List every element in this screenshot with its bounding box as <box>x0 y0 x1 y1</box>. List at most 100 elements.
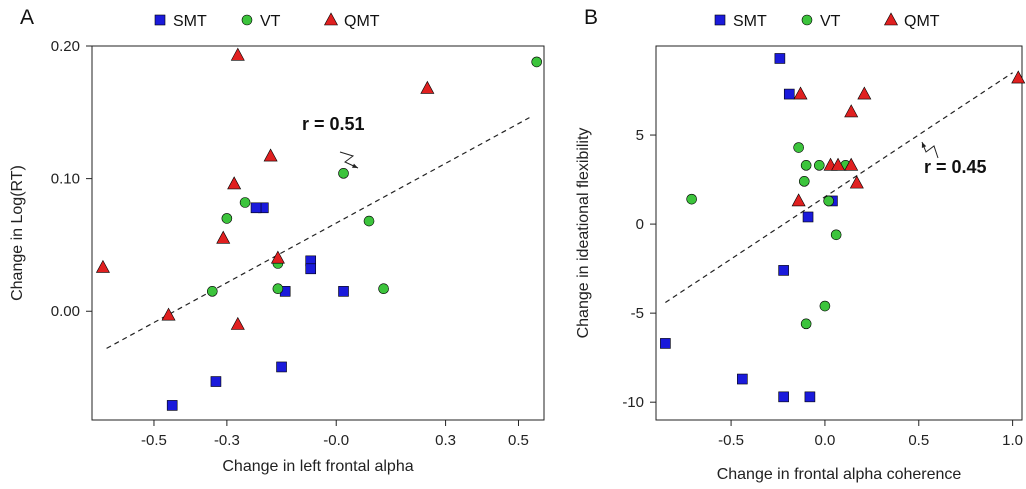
data-point-qmt <box>844 104 859 118</box>
data-point-vt <box>239 197 251 208</box>
plot-frame <box>91 45 545 421</box>
data-point-smt <box>305 263 317 275</box>
data-point-qmt <box>95 259 110 273</box>
data-point-smt <box>778 265 789 276</box>
legend-label-smt: SMT <box>173 13 207 30</box>
series-qmt <box>791 70 1026 207</box>
legend-marker-qmt <box>323 12 339 26</box>
panel-a: A SMT VT QMT -0.5 -0.3 -0.0 0.3 0.5 0.00 0.10 0.20 C… <box>9 6 545 475</box>
data-point-vt <box>800 160 812 171</box>
legend-marker-qmt <box>883 12 899 26</box>
legend-marker-smt <box>714 14 726 26</box>
data-point-vt <box>221 213 233 224</box>
legend-label-qmt: QMT <box>904 13 940 30</box>
data-point-qmt <box>230 316 245 330</box>
legend: SMT VT QMT <box>714 12 940 30</box>
data-point-smt <box>338 286 349 297</box>
data-point-vt <box>823 195 834 207</box>
x-tick-label: -0.3 <box>214 432 240 449</box>
series-vt <box>206 56 543 297</box>
legend-marker-vt <box>241 14 253 26</box>
x-tick-label: 0.5 <box>908 432 929 449</box>
annotation-arrow <box>339 151 359 169</box>
data-point-smt <box>778 391 789 403</box>
data-point-vt <box>813 160 825 171</box>
data-point-qmt <box>1011 70 1026 84</box>
x-tick-label: 0.3 <box>435 432 456 449</box>
data-point-vt <box>272 283 284 295</box>
data-point-smt <box>660 338 671 349</box>
annotation-arrow <box>921 141 939 159</box>
data-point-qmt <box>270 250 285 264</box>
legend-label-vt: VT <box>820 13 841 30</box>
data-point-qmt <box>849 175 864 189</box>
panel-letter: A <box>20 6 34 29</box>
panel-b: B SMT VT QMT -0.5 0.0 0.5 1.0 -10 -5 0 5 Change in f… <box>575 6 1026 483</box>
legend-marker-vt <box>801 14 813 26</box>
data-point-vt <box>819 300 831 312</box>
x-tick-label: -0.0 <box>323 432 349 449</box>
x-tick-label: -0.5 <box>718 432 744 449</box>
legend-marker-smt <box>154 14 166 26</box>
x-axis-title: Change in frontal alpha coherence <box>717 466 962 483</box>
data-point-qmt <box>791 193 806 207</box>
y-tick-label: 5 <box>636 127 644 144</box>
data-point-vt <box>793 142 804 153</box>
data-point-smt <box>774 53 786 64</box>
data-point-vt <box>363 215 375 227</box>
data-point-smt <box>276 361 287 373</box>
data-point-smt <box>250 202 262 214</box>
data-point-smt <box>783 88 795 100</box>
annotation-arrowhead <box>921 142 927 148</box>
data-point-qmt <box>844 157 859 171</box>
data-point-vt <box>686 193 697 205</box>
x-tick-label: 0.0 <box>814 432 835 449</box>
data-point-qmt <box>216 230 231 244</box>
data-point-vt <box>800 318 812 330</box>
data-point-vt <box>206 286 218 297</box>
annotation-arrowhead <box>352 163 358 168</box>
x-axis-title: Change in left frontal alpha <box>222 458 413 475</box>
data-point-qmt <box>161 307 176 321</box>
data-point-vt <box>378 283 389 295</box>
data-point-vt <box>798 176 810 187</box>
x-tick-label: 1.0 <box>1002 432 1023 449</box>
panel-letter: B <box>584 6 598 29</box>
y-tick-label: -5 <box>631 305 644 322</box>
x-tick-label: 0.5 <box>508 432 529 449</box>
y-tick-label: 0 <box>636 216 644 233</box>
data-point-qmt <box>857 86 872 100</box>
correlation-label: r = 0.51 <box>302 114 365 134</box>
series-smt <box>660 53 838 403</box>
data-point-smt <box>804 391 816 403</box>
data-point-smt <box>737 373 748 385</box>
data-point-qmt <box>831 157 846 171</box>
legend-label-qmt: QMT <box>344 13 380 30</box>
data-point-vt <box>338 168 349 179</box>
data-point-smt <box>210 376 222 387</box>
y-tick-label: 0.10 <box>51 171 80 188</box>
legend-label-smt: SMT <box>733 13 767 30</box>
data-point-vt <box>830 229 842 241</box>
legend: SMT VT QMT <box>154 12 380 30</box>
y-tick-label: -10 <box>622 394 644 411</box>
legend-label-vt: VT <box>260 13 281 30</box>
x-tick-label: -0.5 <box>141 432 167 449</box>
y-tick-label: 0.00 <box>51 303 80 320</box>
data-point-smt <box>166 400 178 411</box>
data-point-qmt <box>420 80 435 94</box>
y-axis-title: Change in Log(RT) <box>9 165 26 301</box>
data-point-qmt <box>227 176 242 190</box>
y-axis-title: Change in ideational flexibility <box>575 128 592 339</box>
series-smt <box>166 202 349 411</box>
correlation-label: r = 0.45 <box>924 157 987 177</box>
y-tick-label: 0.20 <box>51 38 80 55</box>
series-qmt <box>95 47 435 330</box>
data-point-qmt <box>263 148 278 162</box>
data-point-qmt <box>793 86 808 100</box>
regression-line <box>665 72 1013 303</box>
data-point-smt <box>802 211 814 223</box>
plot-frame <box>655 45 1023 421</box>
data-point-qmt <box>230 47 245 61</box>
